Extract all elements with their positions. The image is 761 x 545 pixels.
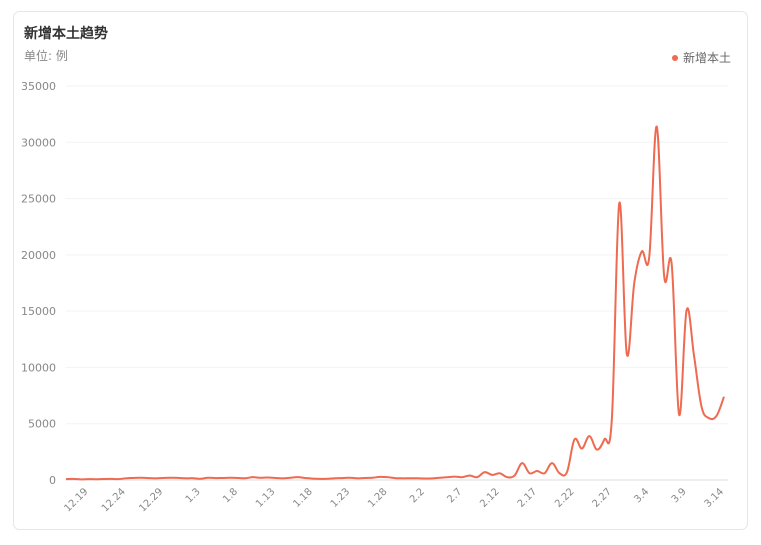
legend-label: 新增本土 — [683, 50, 731, 65]
y-tick-label: 0 — [49, 474, 56, 487]
y-tick-label: 15000 — [21, 305, 56, 318]
chart-subtitle: 单位: 例 — [24, 48, 68, 63]
card — [13, 11, 748, 530]
y-tick-label: 30000 — [21, 136, 56, 149]
y-tick-label: 20000 — [21, 249, 56, 262]
chart-title: 新增本土趋势 — [24, 25, 108, 42]
y-tick-label: 25000 — [21, 193, 56, 206]
legend-marker — [672, 55, 678, 61]
y-tick-label: 10000 — [21, 361, 56, 374]
y-tick-label: 35000 — [21, 80, 56, 93]
y-tick-label: 5000 — [28, 418, 56, 431]
line-series — [65, 125, 725, 481]
